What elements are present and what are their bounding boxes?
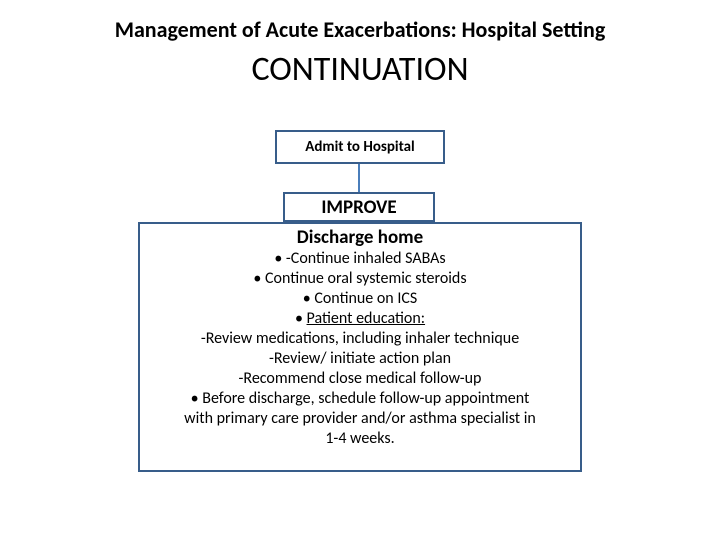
discharge-line: 1-4 weeks.: [140, 429, 580, 449]
improve-box: IMPROVE: [283, 192, 435, 222]
discharge-line: • Before discharge, schedule follow-up a…: [140, 389, 580, 409]
discharge-line: • -Continue inhaled SABAs: [140, 249, 580, 269]
discharge-body: • -Continue inhaled SABAs• Continue oral…: [140, 249, 580, 449]
discharge-line: • Continue oral systemic steroids: [140, 269, 580, 289]
admit-box: Admit to Hospital: [275, 130, 445, 164]
discharge-line: with primary care provider and/or asthma…: [140, 409, 580, 429]
slide-title: Management of Acute Exacerbations: Hospi…: [0, 0, 720, 43]
slide-subtitle: CONTINUATION: [0, 49, 720, 90]
improve-label: IMPROVE: [321, 196, 396, 219]
admit-label: Admit to Hospital: [305, 138, 415, 156]
discharge-line: • Continue on ICS: [140, 289, 580, 309]
discharge-line: • Patient education:: [140, 309, 580, 329]
discharge-box: Discharge home • -Continue inhaled SABAs…: [138, 222, 582, 472]
discharge-header: Discharge home: [140, 224, 580, 249]
discharge-line: -Recommend close medical follow-up: [140, 369, 580, 389]
discharge-line: -Review medications, including inhaler t…: [140, 329, 580, 349]
connector-admit-improve: [358, 164, 360, 192]
discharge-line: -Review/ initiate action plan: [140, 349, 580, 369]
